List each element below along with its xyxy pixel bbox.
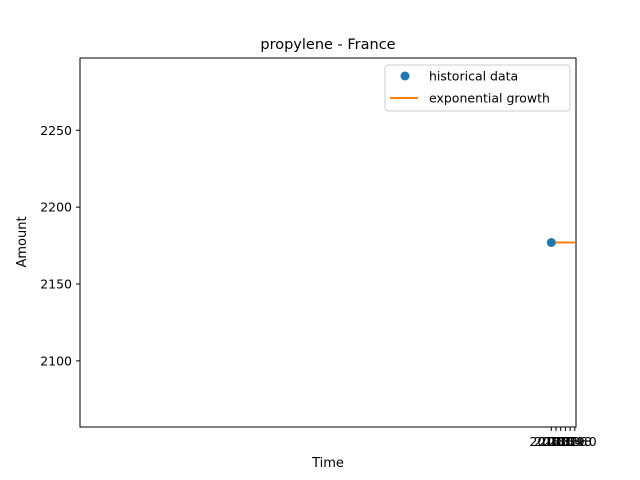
y-tick-label: 2250 <box>40 123 72 138</box>
x-tick-label: 2019.0 <box>553 434 597 449</box>
x-tick-label: 2018.8 <box>548 434 592 449</box>
x-tick-label: 2018.0 <box>529 434 573 449</box>
plot-area <box>546 238 575 247</box>
legend-marker-historical-data <box>400 71 410 81</box>
axes-frame <box>79 57 577 428</box>
data-point-historical-data <box>546 238 556 247</box>
legend-box <box>384 64 571 112</box>
y-tick-label: 2150 <box>40 277 72 292</box>
legend-label-historical-data: historical data <box>429 69 518 84</box>
x-axis-label: Time <box>311 456 344 471</box>
legend-label-exponential-growth: exponential growth <box>429 91 550 106</box>
y-axis-label: Amount <box>15 216 30 267</box>
y-tick-label: 2100 <box>40 353 72 368</box>
y-tick-label: 2200 <box>40 200 72 215</box>
x-tick-label: 2018.4 <box>539 434 583 449</box>
chart-title: propylene - France <box>260 37 395 53</box>
legend: historical data exponential growth <box>384 64 571 112</box>
x-tick-label: 2018.2 <box>534 434 578 449</box>
y-axis-ticks: 2100 2150 2200 2250 <box>40 123 80 368</box>
x-tick-label: 2018.6 <box>544 434 588 449</box>
